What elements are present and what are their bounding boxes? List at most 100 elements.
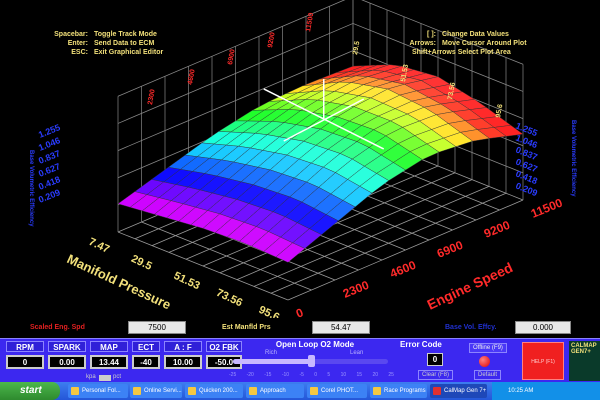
taskbar-item[interactable]: Race Programs bbox=[370, 384, 427, 398]
base-vol-effcy-field[interactable]: 0.000 bbox=[515, 321, 571, 334]
x-tick-label: 95.6 bbox=[257, 304, 281, 318]
taskbar-item-label: Approach bbox=[260, 388, 286, 394]
gauge-value: 0.00 bbox=[48, 355, 86, 369]
x-tick-label-top: 95.6 bbox=[495, 104, 504, 119]
gauge-value: 10.00 bbox=[164, 355, 202, 369]
o2-slider-track[interactable] bbox=[233, 355, 388, 367]
y-axis-title: Engine Speed bbox=[425, 259, 516, 313]
x-tick-label-top: 51.53 bbox=[400, 64, 410, 83]
taskbar-item-label: Online Servi... bbox=[144, 388, 182, 394]
clear-button[interactable]: Clear (F8) bbox=[418, 370, 454, 380]
gauge-label: ECT bbox=[132, 341, 160, 352]
y-tick-label: 6900 bbox=[435, 238, 465, 261]
pct-label: pct bbox=[113, 374, 122, 380]
o2-scale-tick: -25 bbox=[229, 372, 237, 378]
o2-scale-tick: 0 bbox=[314, 372, 318, 378]
gauge-label: O2 FBK bbox=[206, 341, 242, 352]
gauge-value: -50.0 bbox=[206, 355, 242, 369]
status-row: Scaled Eng. Spd 7500 Est Manfld Prs 54.4… bbox=[0, 318, 600, 338]
offline-button[interactable]: Offline (F9) bbox=[469, 343, 507, 353]
help-key: Spacebar: bbox=[54, 31, 88, 38]
wall-grid-line bbox=[117, 23, 354, 124]
kpa-label: kpa bbox=[86, 374, 96, 380]
x-tick-label-top: 73.56 bbox=[447, 82, 457, 101]
o2-slider-fill bbox=[233, 359, 311, 364]
y-tick-label: 9200 bbox=[482, 218, 512, 241]
start-button[interactable]: start bbox=[0, 382, 60, 400]
y-tick-label: 11500 bbox=[529, 195, 565, 220]
gauge-spark: SPARK 0.00 bbox=[48, 341, 86, 369]
x-tick-label: 7.47 bbox=[87, 236, 111, 256]
wall-grid-line bbox=[117, 50, 354, 151]
gauge-value: 0 bbox=[6, 355, 44, 369]
help-desc: Toggle Track Mode bbox=[94, 31, 157, 38]
folder-icon bbox=[373, 387, 381, 395]
o2-scale-tick: 10 bbox=[340, 372, 347, 378]
error-code-value: 0 bbox=[427, 353, 443, 366]
graphical-editor-plot[interactable]: 7.47 29.5 51.53 73.56 95.6 0 2300 4600 6900 9200 1… bbox=[0, 0, 600, 324]
cursor-line bbox=[263, 88, 385, 150]
wall-grid-line bbox=[117, 0, 346, 97]
status-led-icon bbox=[479, 356, 490, 367]
gauge-value: 13.44 bbox=[90, 355, 128, 369]
taskbar-item[interactable]: Approach bbox=[246, 384, 304, 398]
taskbar-item[interactable]: Quicken 200... bbox=[185, 384, 243, 398]
floor-grid-line bbox=[270, 192, 507, 294]
y-tick-label: 0 bbox=[294, 305, 306, 318]
surface-cell bbox=[275, 242, 306, 263]
y-tick-label-top: 4600 bbox=[187, 69, 197, 86]
units-toggle[interactable] bbox=[99, 375, 111, 381]
gauge-label: A : F bbox=[164, 341, 202, 352]
folder-icon bbox=[71, 387, 79, 395]
help-right: [ ]: Change Data Values Arrows: Move Curso… bbox=[392, 30, 527, 57]
taskbar: start Personal Fol... Online Servi... Qu… bbox=[0, 382, 600, 400]
taskbar-item-label: Corel PHOT... bbox=[321, 388, 359, 394]
error-code-label: Error Code bbox=[400, 340, 442, 349]
y-tick-label-top: 9200 bbox=[267, 32, 277, 49]
floor-grid-line bbox=[253, 186, 490, 287]
taskbar-item[interactable]: Online Servi... bbox=[130, 384, 182, 398]
o2-scale-tick: -15 bbox=[264, 372, 272, 378]
z-axis-title-right: Base Volumetric Efficiency bbox=[570, 120, 576, 197]
help-key: Enter: bbox=[67, 40, 88, 47]
o2-mode-title: Open Loop O2 Mode bbox=[275, 340, 355, 349]
y-tick-label-top: 11500 bbox=[305, 12, 315, 32]
y-tick-label: 4600 bbox=[388, 258, 418, 281]
y-tick-label-top: 2300 bbox=[147, 89, 157, 106]
taskbar-item-label: Race Programs bbox=[384, 388, 426, 394]
o2-scale-tick: 5 bbox=[327, 372, 331, 378]
gauge-panel: RPM 0 SPARK 0.00 MAP 13.44 ECT -40 A : F 10.0… bbox=[0, 338, 600, 382]
start-label: start bbox=[20, 385, 42, 396]
help-button[interactable]: HELP (F1) bbox=[522, 342, 564, 380]
help-desc: Send Data to ECM bbox=[94, 40, 155, 47]
ve-surface-chart[interactable]: 7.47 29.5 51.53 73.56 95.6 0 2300 4600 6900 9200 1… bbox=[0, 0, 600, 324]
system-tray: 10:25 AM bbox=[492, 382, 600, 400]
est-manfld-prs-field[interactable]: 54.47 bbox=[312, 321, 370, 334]
default-button[interactable]: Default bbox=[474, 370, 502, 380]
clock: 10:25 AM bbox=[508, 388, 534, 394]
help-key: ESC: bbox=[71, 49, 88, 56]
gauge-value: -40 bbox=[132, 355, 160, 369]
o2-scale-tick: 25 bbox=[388, 372, 394, 378]
gauge-o2fbk: O2 FBK -50.0 bbox=[206, 341, 242, 369]
taskbar-item[interactable]: Personal Fol... bbox=[68, 384, 128, 398]
y-tick-label-top: 6900 bbox=[227, 49, 237, 66]
wall-grid-line bbox=[361, 0, 524, 65]
lean-label: Lean bbox=[350, 350, 364, 356]
o2-scale-tick: -20 bbox=[246, 372, 254, 378]
o2-scale-tick: -10 bbox=[281, 372, 290, 378]
o2-scale-tick: 20 bbox=[372, 372, 379, 378]
taskbar-item[interactable]: Corel PHOT... bbox=[307, 384, 367, 398]
wall-grid-line bbox=[352, 23, 524, 92]
taskbar-item-active[interactable]: CalMap Gen 7+ bbox=[430, 384, 487, 398]
x-tick-label: 51.53 bbox=[172, 270, 202, 293]
o2-slider-thumb[interactable] bbox=[307, 355, 315, 367]
gauge-rpm: RPM 0 bbox=[6, 341, 44, 369]
z-axis-title: Base Volumetric Efficiency bbox=[28, 150, 34, 227]
rich-label: Rich bbox=[265, 350, 278, 356]
floor-grid-line bbox=[219, 172, 456, 274]
gauge-ect: ECT -40 bbox=[132, 341, 160, 369]
help-desc: Select Plot Area bbox=[457, 49, 511, 56]
scaled-eng-spd-field[interactable]: 7500 bbox=[128, 321, 186, 334]
x-tick-label: 73.56 bbox=[214, 287, 244, 310]
